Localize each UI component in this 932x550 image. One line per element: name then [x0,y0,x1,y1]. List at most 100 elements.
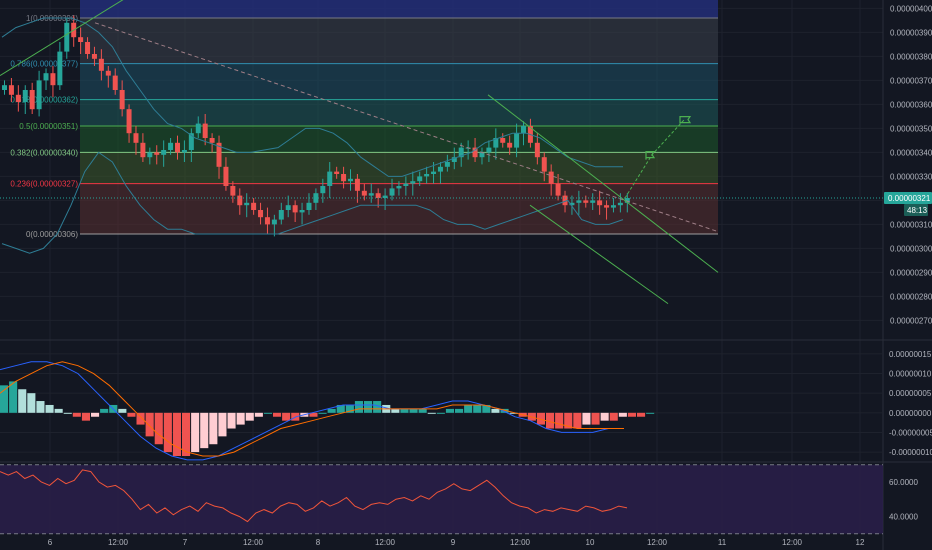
candle-body-6 [43,73,49,81]
macd-histogram-bar-20 [182,412,191,456]
candle-body-19 [133,133,139,143]
candle-body-8 [57,51,63,86]
flag-marker-1-icon [645,151,656,160]
macd-histogram-bar-15 [136,412,145,425]
macd-histogram-bar-38 [345,404,354,413]
macd-histogram-bar-25 [227,412,236,429]
candle-body-22 [154,152,160,155]
candle-body-81 [562,195,568,206]
macd-histogram-bar-26 [236,412,245,425]
candle-body-71 [493,138,499,148]
candle-body-39 [271,219,277,225]
candle-body-63 [437,166,443,172]
macd-histogram-bar-31 [282,412,291,421]
candle-body-79 [548,171,554,184]
macd-histogram-bar-19 [172,412,181,456]
candle-body-31 [216,142,222,167]
candle-body-3 [22,90,28,102]
macd-histogram-bar-44 [400,408,409,413]
macd-histogram-bar-68 [618,412,627,417]
rsi-band [0,464,883,534]
macd-pane[interactable] [0,361,655,461]
candle-body-29 [202,123,208,138]
candle-body-90 [624,198,630,203]
macd-histogram-bar-61 [555,412,564,429]
candle-body-49 [341,174,347,182]
candle-body-9 [64,22,70,52]
candle-body-88 [610,205,616,208]
macd-histogram-bar-40 [364,401,373,413]
candle-body-70 [486,147,492,153]
trendline-dashed-resistance [94,22,719,233]
candle-body-73 [507,142,513,148]
fib-label-3: 0.5(0.00000351) [19,122,78,131]
candle-body-23 [161,150,167,155]
fib-band-0 [80,18,718,64]
macd-histogram-bar-45 [409,408,418,413]
candle-body-18 [126,109,132,134]
candle-body-89 [617,202,623,206]
candle-body-33 [230,186,236,196]
macd-histogram-bar-16 [145,412,154,437]
macd-axis-label-3: 0.00000000 [889,409,932,418]
candle-body-82 [569,202,575,206]
macd-axis-label-0: 0.00000015 [889,350,932,359]
bollinger-upper [1,17,623,177]
macd-histogram-bar-47 [427,412,436,414]
price-axis-label-6: 0.00000340 [890,148,932,157]
candle-body-46 [320,186,326,194]
macd-histogram-bar-8 [72,412,81,417]
candle-body-43 [299,210,305,213]
macd-histogram-bar-50 [455,408,464,413]
macd-line [0,361,624,461]
candle-body-20 [140,142,146,158]
fib-band-3 [80,126,718,153]
candle-body-77 [534,142,540,158]
macd-histogram-bar-24 [218,412,227,437]
candle-body-69 [479,152,485,158]
trendline-upper-left [0,0,124,77]
price-axis-label-13: 0.00000270 [890,316,932,325]
macd-axis-label-5: -0.00000010 [889,448,932,457]
candle-body-64 [444,162,450,167]
time-axis-label-9: 12:00 [647,538,668,547]
candle-body-5 [36,80,42,110]
macd-histogram-bar-9 [81,412,90,421]
macd-histogram-bar-18 [163,412,172,453]
macd-histogram-bar-60 [546,412,555,429]
macd-histogram-bar-3 [27,393,36,413]
candle-body-13 [91,54,97,59]
candle-body-17 [119,90,125,110]
macd-histogram-bar-67 [609,412,618,421]
candle-body-2 [15,94,21,102]
macd-histogram-bar-13 [118,408,127,413]
candle-body-87 [604,205,610,208]
price-axis-label-9: 0.00000310 [890,220,932,229]
macd-histogram-bar-1 [9,381,18,413]
macd-histogram-bar-71 [646,412,655,414]
macd-histogram-bar-0 [0,385,9,413]
candle-body-44 [306,202,312,210]
macd-histogram-bar-29 [263,412,272,414]
last-price-value: 0.00000321 [888,194,931,203]
candle-body-60 [417,176,423,182]
candle-body-21 [147,152,153,158]
macd-histogram-bar-21 [191,412,200,453]
time-axis-label-6: 9 [451,538,456,547]
macd-histogram-bar-34 [309,412,318,417]
macd-histogram-bar-66 [600,412,609,421]
fib-label-6: 0(0.00000306) [26,230,78,239]
candle-body-54 [375,193,381,198]
candle-body-36 [251,202,257,210]
macd-histogram-bar-53 [482,404,491,413]
price-pane[interactable] [1,15,630,254]
bollinger-lower [1,151,624,254]
macd-histogram-bar-2 [18,389,27,413]
price-axis-label-1: 0.00000390 [890,28,932,37]
rsi-pane[interactable] [0,464,883,535]
macd-histogram-bar-70 [637,412,646,417]
macd-histogram-bar-64 [582,412,591,425]
macd-axis-label-4: -0.00000005 [889,428,932,437]
time-axis-label-2: 7 [183,538,188,547]
